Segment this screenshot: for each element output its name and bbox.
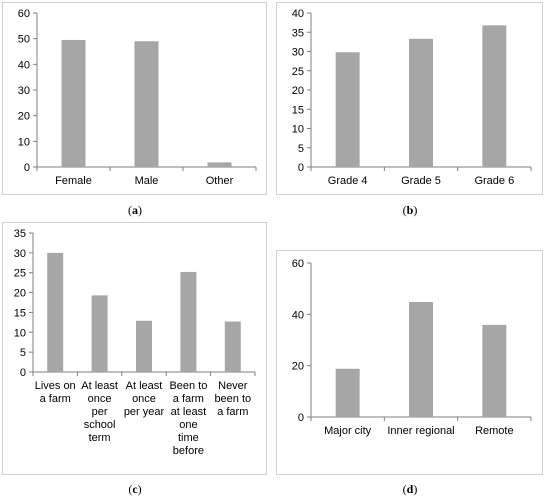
x-tick-label-line: school bbox=[84, 419, 116, 431]
x-tick-label-line: Been to bbox=[169, 380, 207, 392]
chart-panel-b: 0 5 10 15 20 25 30 35 40 Grade 4 Grade 5 Grade 6 bbox=[276, 2, 543, 195]
x-tick-label: Inner regional bbox=[387, 425, 454, 437]
x-tick-label: Other bbox=[206, 175, 234, 187]
x-tick-label-line: Lives on bbox=[35, 380, 76, 392]
y-tick-label: 20 bbox=[292, 361, 304, 373]
bar bbox=[61, 39, 86, 168]
chart-b-svg: 0 5 10 15 20 25 30 35 40 Grade 4 Grade 5 Grade 6 bbox=[292, 8, 532, 187]
x-tick-label-line: been to bbox=[214, 393, 251, 405]
x-tick-label-line: Male bbox=[135, 175, 159, 187]
y-tick-label: 0 bbox=[24, 162, 30, 174]
x-tick-label-line: Grade 6 bbox=[474, 175, 514, 187]
x-tick-label: At least once per school term bbox=[81, 380, 118, 444]
y-tick-label: 15 bbox=[292, 104, 304, 116]
x-tick-label: Grade 5 bbox=[401, 175, 441, 187]
x-tick-label-line: a farm bbox=[40, 393, 71, 405]
x-tick-label: Grade 6 bbox=[474, 175, 514, 187]
x-tick-label-line: term bbox=[89, 432, 111, 444]
bar bbox=[224, 321, 241, 372]
y-tick-label: 20 bbox=[14, 288, 26, 300]
y-tick-label: 15 bbox=[14, 307, 26, 319]
y-tick-label: 35 bbox=[292, 27, 304, 39]
y-tick-label: 60 bbox=[292, 258, 304, 270]
x-tick-label-line: per bbox=[92, 406, 108, 418]
bar bbox=[91, 295, 108, 372]
x-tick-label: Never been to a farm bbox=[214, 380, 251, 418]
y-tick-label: 30 bbox=[14, 248, 26, 260]
chart-panel-c: 0 5 10 15 20 25 30 35 Lives on a farm At least once… bbox=[2, 222, 267, 475]
y-tick-label: 30 bbox=[292, 47, 304, 59]
x-tick-label: At least once per year bbox=[124, 380, 165, 418]
x-tick-label-line: before bbox=[173, 445, 204, 457]
y-tick-label: 30 bbox=[18, 85, 30, 97]
x-tick-label-line: Remote bbox=[475, 425, 514, 437]
y-tick-label: 25 bbox=[292, 66, 304, 78]
y-tick-label: 40 bbox=[292, 309, 304, 321]
x-tick-label-line: one bbox=[179, 419, 197, 431]
x-tick-label: Male bbox=[135, 175, 159, 187]
x-tick-label: Grade 4 bbox=[328, 175, 368, 187]
bar bbox=[482, 324, 507, 417]
x-tick-label-line: once bbox=[88, 393, 112, 405]
bar bbox=[409, 38, 433, 167]
y-tick-label: 5 bbox=[20, 347, 26, 359]
x-tick-label-line: once bbox=[132, 393, 156, 405]
x-tick-label-line: At least bbox=[81, 380, 118, 392]
chart-panel-d: 0 20 40 60 Major city Inner regional Remote bbox=[276, 250, 543, 475]
y-tick-label: 0 bbox=[298, 162, 304, 174]
x-tick-label: Female bbox=[55, 175, 92, 187]
x-tick-label-line: Major city bbox=[324, 425, 372, 437]
x-tick-label-line: time bbox=[178, 432, 199, 444]
x-tick-label: Major city bbox=[324, 425, 372, 437]
chart-a-svg: 0 10 20 30 40 50 60 Female Male Other bbox=[18, 8, 257, 187]
caption-b: (b) bbox=[402, 203, 418, 217]
x-tick-label: Lives on a farm bbox=[35, 380, 76, 405]
bar bbox=[180, 271, 197, 372]
x-tick-label-line: Inner regional bbox=[387, 425, 454, 437]
y-tick-label: 40 bbox=[18, 59, 30, 71]
y-tick-label: 10 bbox=[18, 136, 30, 148]
caption-d: (d) bbox=[402, 482, 418, 496]
x-tick-label-line: Grade 4 bbox=[328, 175, 368, 187]
bar bbox=[207, 162, 232, 167]
y-tick-label: 60 bbox=[18, 8, 30, 20]
caption-a: (a) bbox=[128, 203, 142, 217]
bar bbox=[482, 25, 507, 167]
y-tick-label: 0 bbox=[20, 367, 26, 379]
x-tick-label-line: per year bbox=[124, 406, 165, 418]
y-tick-label: 20 bbox=[292, 85, 304, 97]
bar bbox=[335, 52, 360, 167]
y-tick-label: 10 bbox=[14, 327, 26, 339]
bar bbox=[134, 41, 159, 167]
bar bbox=[335, 368, 360, 417]
x-tick-label-line: Female bbox=[55, 175, 92, 187]
x-tick-label-line: a farm bbox=[217, 406, 248, 418]
x-tick-label-line: at least bbox=[171, 406, 206, 418]
x-tick-label-line: At least bbox=[126, 380, 163, 392]
x-tick-label-line: a farm bbox=[173, 393, 204, 405]
x-tick-label: Remote bbox=[475, 425, 514, 437]
x-tick-label: Been to a farm at least one time before bbox=[169, 380, 207, 457]
y-tick-label: 5 bbox=[298, 143, 304, 155]
y-tick-label: 0 bbox=[298, 412, 304, 424]
caption-c: (c) bbox=[128, 482, 142, 496]
chart-panel-a: 0 10 20 30 40 50 60 Female Male Other bbox=[2, 2, 267, 195]
y-tick-label: 50 bbox=[18, 34, 30, 46]
y-tick-label: 40 bbox=[292, 8, 304, 20]
y-tick-label: 20 bbox=[18, 111, 30, 123]
bar bbox=[136, 320, 152, 372]
chart-d-svg: 0 20 40 60 Major city Inner regional Remote bbox=[292, 258, 532, 437]
bar bbox=[47, 252, 64, 372]
y-tick-label: 10 bbox=[292, 124, 304, 136]
x-tick-label-line: Grade 5 bbox=[401, 175, 441, 187]
x-tick-label-line: Never bbox=[218, 380, 248, 392]
x-tick-label-line: Other bbox=[206, 175, 234, 187]
bar bbox=[409, 302, 433, 417]
y-tick-label: 35 bbox=[14, 228, 26, 240]
y-tick-label: 25 bbox=[14, 268, 26, 280]
